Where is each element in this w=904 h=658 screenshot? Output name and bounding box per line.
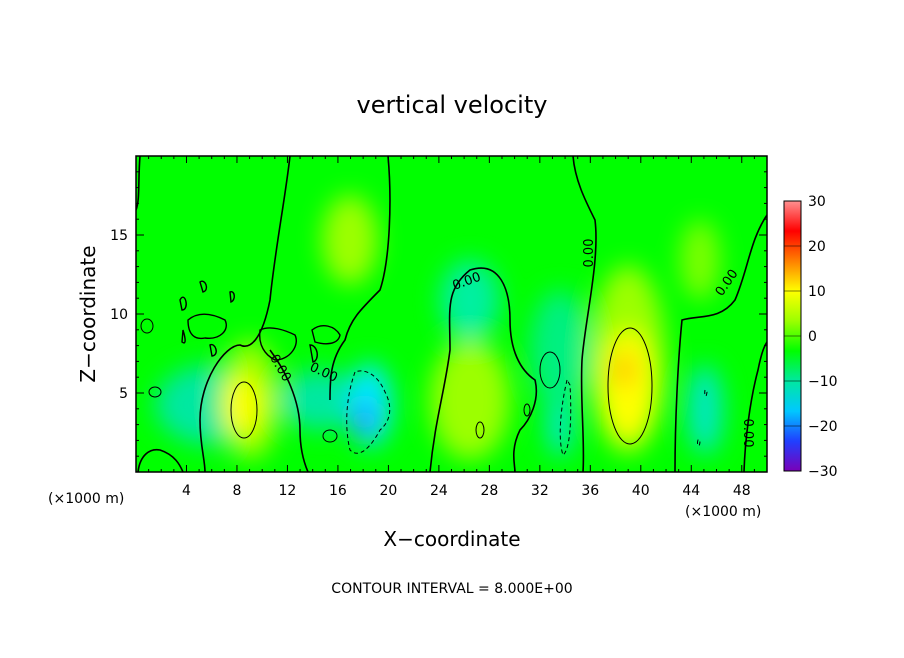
y-tick-label: 5 bbox=[119, 386, 128, 402]
contour-line bbox=[704, 388, 708, 397]
x-tick-label: 36 bbox=[581, 483, 599, 499]
colorbar: 30 20 10 0 −10 −20 −30 bbox=[783, 194, 838, 480]
chart-title: vertical velocity bbox=[357, 91, 548, 119]
x-tick-label: 32 bbox=[531, 483, 549, 499]
x-tick-label: 20 bbox=[379, 483, 397, 499]
contour-line bbox=[475, 421, 485, 439]
contour-line bbox=[137, 448, 184, 472]
x-tick-label: 24 bbox=[430, 483, 448, 499]
contour-line bbox=[179, 296, 187, 311]
contour-lines bbox=[136, 156, 767, 472]
contour-line bbox=[572, 156, 597, 472]
contour-line bbox=[607, 327, 653, 445]
y-tick-label: 10 bbox=[110, 307, 128, 323]
contour-line bbox=[523, 403, 531, 417]
y-tick-label: 15 bbox=[110, 228, 128, 244]
colorbar-tick-label: 10 bbox=[808, 284, 826, 300]
y-axis: 5 10 15 bbox=[110, 171, 767, 457]
colorbar-tick-label: −10 bbox=[808, 374, 838, 390]
x-tick-label: 4 bbox=[182, 483, 191, 499]
contour-line bbox=[539, 351, 561, 389]
field-blobs bbox=[155, 195, 723, 460]
colorbar-tick-label: −20 bbox=[808, 419, 838, 435]
x-tick-label: 44 bbox=[682, 483, 700, 499]
colorbar-tick-label: 20 bbox=[808, 239, 826, 255]
contour-line bbox=[429, 267, 538, 472]
x-tick-label: 28 bbox=[480, 483, 498, 499]
field-blob bbox=[530, 290, 590, 410]
contour-label: 0.00 bbox=[582, 239, 597, 268]
colorbar-tick-label: 0 bbox=[808, 329, 817, 345]
contour-line bbox=[696, 439, 701, 447]
colorbar-tick-label: −30 bbox=[808, 464, 838, 480]
field-blob bbox=[280, 370, 360, 430]
velocity-field: 0.00 0.00 0.00 0.00 0.00 0.00 bbox=[136, 156, 767, 472]
contour-small-cells bbox=[179, 280, 341, 363]
x-unit-right: (×1000 m) bbox=[685, 504, 761, 520]
field-blob bbox=[224, 375, 260, 435]
field-blob bbox=[322, 195, 378, 285]
contour-label: 0.00 bbox=[740, 419, 755, 448]
contour-line bbox=[322, 429, 338, 443]
contour-line bbox=[346, 370, 391, 454]
contour-line bbox=[230, 381, 258, 439]
field-blob bbox=[680, 220, 720, 300]
x-tick-label: 12 bbox=[279, 483, 297, 499]
contour-line bbox=[743, 341, 767, 472]
contour-line bbox=[199, 280, 208, 293]
contour-line bbox=[329, 156, 391, 401]
contour-line bbox=[209, 343, 217, 357]
x-unit-left: (×1000 m) bbox=[48, 491, 124, 507]
field-blob bbox=[616, 354, 632, 386]
colorbar-tick-label: 30 bbox=[808, 194, 826, 210]
x-tick-label: 8 bbox=[232, 483, 241, 499]
contour-line bbox=[136, 156, 141, 211]
contour-closed-positive bbox=[140, 318, 653, 445]
contour-dashed-negative bbox=[346, 370, 708, 456]
contour-line bbox=[181, 329, 186, 344]
contour-line bbox=[148, 386, 162, 398]
y-axis-label: Z−coordinate bbox=[76, 245, 100, 382]
field-blob bbox=[602, 330, 654, 440]
contour-line bbox=[559, 378, 572, 456]
contour-line bbox=[311, 324, 341, 345]
x-tick-label: 16 bbox=[329, 483, 347, 499]
colorbar-ticks: 30 20 10 0 −10 −20 −30 bbox=[784, 194, 838, 480]
contour-line bbox=[258, 327, 297, 361]
field-blob bbox=[687, 365, 723, 455]
contour-interval-note: CONTOUR INTERVAL = 8.000E+00 bbox=[331, 581, 572, 597]
contour-line bbox=[674, 214, 767, 472]
contour-line bbox=[187, 313, 227, 340]
x-axis-label: X−coordinate bbox=[383, 527, 520, 551]
field-blob bbox=[354, 402, 374, 438]
contour-line bbox=[269, 349, 309, 472]
x-tick-label: 40 bbox=[632, 483, 650, 499]
plot-area: 0.00 0.00 0.00 0.00 0.00 0.00 4 8 12 16 20 24… bbox=[110, 155, 768, 499]
contour-line bbox=[229, 291, 235, 303]
x-tick-label: 48 bbox=[733, 483, 751, 499]
contour-line bbox=[309, 344, 318, 363]
field-blob bbox=[430, 340, 510, 460]
contour-line bbox=[140, 318, 154, 334]
contour-line bbox=[199, 156, 291, 472]
field-blob bbox=[440, 260, 500, 340]
x-axis: 4 8 12 16 20 24 28 32 36 40 44 48 bbox=[148, 156, 755, 499]
